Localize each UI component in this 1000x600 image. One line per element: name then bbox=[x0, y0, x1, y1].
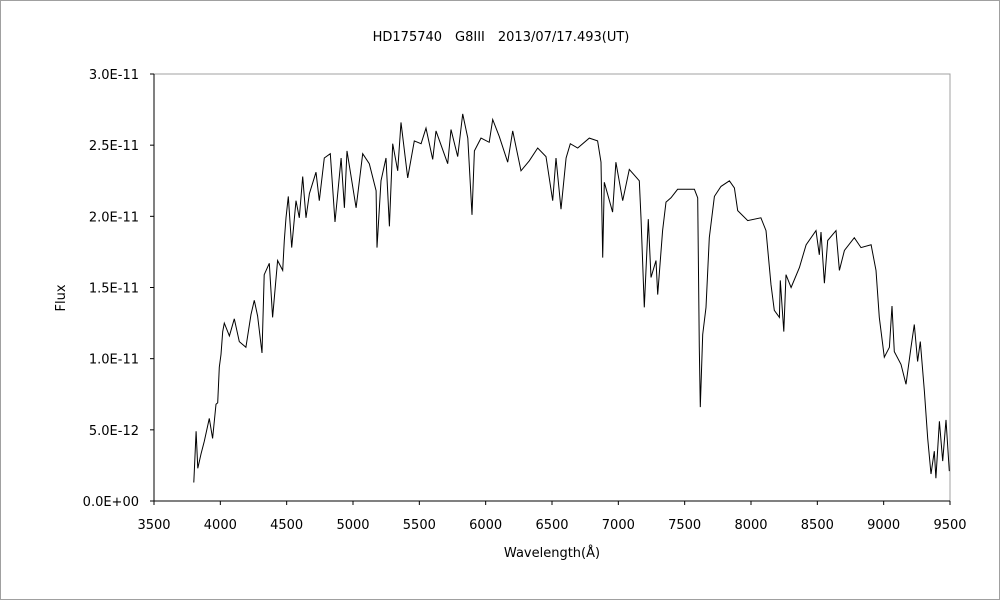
x-tick-label: 3500 bbox=[137, 518, 170, 533]
chart-title: HD175740 G8III 2013/07/17.493(UT) bbox=[373, 30, 630, 45]
x-tick-label: 7000 bbox=[602, 518, 635, 533]
x-tick-label: 7500 bbox=[668, 518, 701, 533]
y-axis-label: Flux bbox=[54, 284, 69, 311]
y-tick-label: 1.0E-11 bbox=[89, 353, 139, 368]
x-tick-label: 5500 bbox=[403, 518, 436, 533]
x-tick-label: 5000 bbox=[336, 518, 369, 533]
y-tick-label: 3.0E-11 bbox=[89, 68, 139, 83]
y-tick-label: 2.5E-11 bbox=[89, 139, 139, 154]
plot-frame bbox=[153, 73, 951, 502]
x-axis-label: Wavelength(Å) bbox=[504, 545, 600, 561]
x-tick-label: 4000 bbox=[204, 518, 237, 533]
y-tick-label: 0.0E+00 bbox=[83, 495, 139, 510]
x-tick-label: 9000 bbox=[867, 518, 900, 533]
y-tick-label: 2.0E-11 bbox=[89, 210, 139, 225]
y-tick-label: 1.5E-11 bbox=[89, 282, 139, 297]
x-tick-label: 9500 bbox=[933, 518, 966, 533]
x-tick-label: 6500 bbox=[535, 518, 568, 533]
x-tick-label: 4500 bbox=[270, 518, 303, 533]
x-tick-label: 6000 bbox=[469, 518, 502, 533]
y-tick-label: 5.0E-12 bbox=[89, 424, 139, 439]
spectrum-line bbox=[193, 113, 950, 483]
x-tick-label: 8500 bbox=[801, 518, 834, 533]
x-tick-label: 8000 bbox=[734, 518, 767, 533]
